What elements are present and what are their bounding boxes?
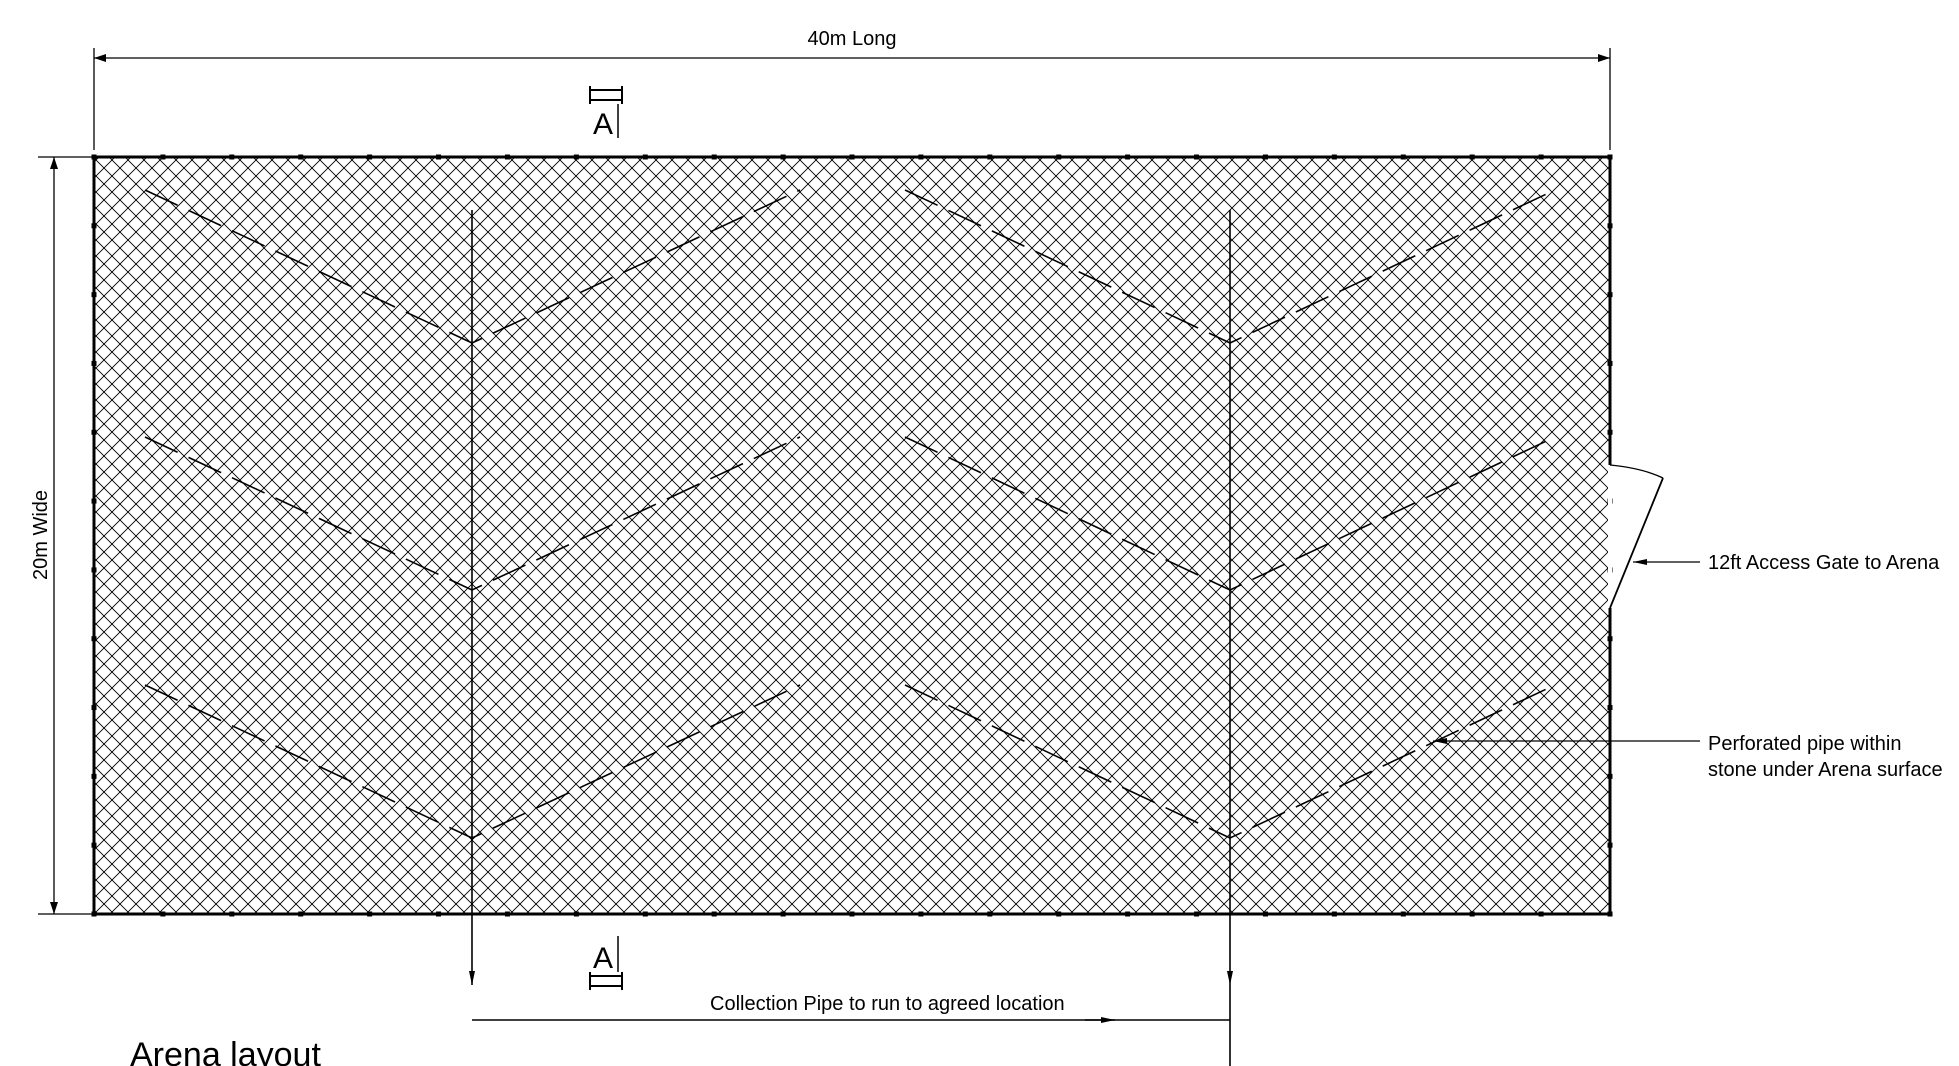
fence-post xyxy=(436,154,442,160)
fence-post xyxy=(1469,911,1475,917)
collector-pipes xyxy=(469,210,1233,1066)
fence-post xyxy=(229,911,235,917)
fence-post xyxy=(711,154,717,160)
fence-post xyxy=(298,154,304,160)
fence-post xyxy=(849,154,855,160)
fence-post xyxy=(229,154,235,160)
fence-post xyxy=(504,911,510,917)
gate-annotation: 12ft Access Gate to Arena xyxy=(1708,552,1940,574)
fence-post xyxy=(1400,911,1406,917)
fence-post xyxy=(780,911,786,917)
fence-post xyxy=(1194,911,1200,917)
fence-post xyxy=(91,911,97,917)
fence-post xyxy=(642,911,648,917)
section-marker-bottom-label: A xyxy=(593,942,613,975)
collection-pipe-annotation: Collection Pipe to run to agreed locatio… xyxy=(710,993,1065,1015)
fence-post xyxy=(91,773,97,779)
fence-post xyxy=(1538,154,1544,160)
fence-post xyxy=(1056,154,1062,160)
fence-post xyxy=(160,911,166,917)
gate-swing-arc xyxy=(1609,464,1664,479)
fence-post xyxy=(642,154,648,160)
fence-post xyxy=(1607,636,1613,642)
fence-post xyxy=(1262,911,1268,917)
fence-post xyxy=(918,911,924,917)
fence-post xyxy=(91,292,97,298)
fence-post xyxy=(91,360,97,366)
fence-post xyxy=(918,154,924,160)
fence-post xyxy=(91,429,97,435)
fence-post xyxy=(1469,154,1475,160)
fence-post xyxy=(1262,154,1268,160)
fence-post xyxy=(1400,154,1406,160)
fence-post xyxy=(1607,292,1613,298)
fence-post xyxy=(573,911,579,917)
width-dimension xyxy=(38,156,92,915)
fence-post xyxy=(367,911,373,917)
fence-post xyxy=(1125,154,1131,160)
fence-post xyxy=(504,154,510,160)
pipe-annotation-line1: Perforated pipe within xyxy=(1708,733,1901,755)
fence-post xyxy=(91,154,97,160)
fence-post xyxy=(91,567,97,573)
fence-post xyxy=(573,154,579,160)
fence-post xyxy=(1607,154,1613,160)
fence-post xyxy=(1607,773,1613,779)
length-dimension xyxy=(93,48,1611,150)
fence-post xyxy=(1125,911,1131,917)
fence-post xyxy=(1607,911,1613,917)
fence-post xyxy=(1607,842,1613,848)
fence-post xyxy=(1607,429,1613,435)
fence-post xyxy=(367,154,373,160)
fence-post xyxy=(436,911,442,917)
fence-post xyxy=(1607,705,1613,711)
length-label: 40m Long xyxy=(808,28,897,50)
fence-post xyxy=(91,842,97,848)
section-marker-top xyxy=(589,86,623,138)
drawing-title: Arena layout xyxy=(130,1036,321,1066)
fence-post xyxy=(987,911,993,917)
fence-post xyxy=(91,223,97,229)
gate-leaf xyxy=(1609,477,1664,609)
fence-post xyxy=(987,154,993,160)
fence-post xyxy=(780,154,786,160)
fence-post xyxy=(160,154,166,160)
fence-post xyxy=(91,636,97,642)
fence-post xyxy=(849,911,855,917)
section-marker-top-label: A xyxy=(593,108,613,141)
pipe-annotation-line2: stone under Arena surface xyxy=(1708,759,1943,781)
section-marker-bottom xyxy=(589,936,623,990)
fence-post xyxy=(298,911,304,917)
fence-post xyxy=(1194,154,1200,160)
fence-post xyxy=(1056,911,1062,917)
access-gate xyxy=(1608,464,1700,609)
fence-post xyxy=(1331,154,1337,160)
fence-post xyxy=(711,911,717,917)
fence-post xyxy=(91,498,97,504)
fence-post xyxy=(91,705,97,711)
fence-post xyxy=(1331,911,1337,917)
width-label: 20m Wide xyxy=(30,490,52,580)
fence-post xyxy=(1607,223,1613,229)
fence-post xyxy=(1538,911,1544,917)
fence-post xyxy=(1607,360,1613,366)
